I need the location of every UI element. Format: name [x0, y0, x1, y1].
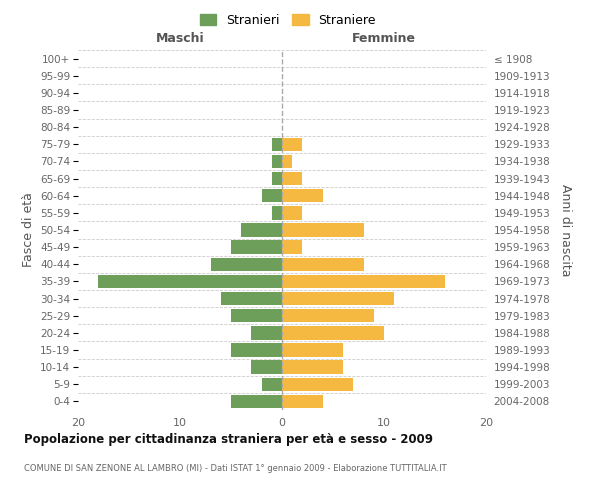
Bar	[231, 344, 282, 356]
Bar	[282, 172, 302, 186]
Bar	[282, 274, 445, 288]
Bar	[282, 189, 323, 202]
Bar	[98, 274, 282, 288]
Bar	[282, 258, 364, 271]
Bar	[272, 206, 282, 220]
Bar	[272, 138, 282, 151]
Bar	[262, 378, 282, 391]
Bar	[262, 189, 282, 202]
Legend: Stranieri, Straniere: Stranieri, Straniere	[195, 8, 381, 32]
Bar	[282, 240, 302, 254]
Bar	[282, 378, 353, 391]
Bar	[241, 224, 282, 236]
Text: Popolazione per cittadinanza straniera per età e sesso - 2009: Popolazione per cittadinanza straniera p…	[24, 432, 433, 446]
Bar	[282, 292, 394, 306]
Bar	[211, 258, 282, 271]
Bar	[282, 224, 364, 236]
Bar	[282, 309, 374, 322]
Text: COMUNE DI SAN ZENONE AL LAMBRO (MI) - Dati ISTAT 1° gennaio 2009 - Elaborazione : COMUNE DI SAN ZENONE AL LAMBRO (MI) - Da…	[24, 464, 446, 473]
Bar	[282, 138, 302, 151]
Bar	[272, 172, 282, 186]
Text: Femmine: Femmine	[352, 32, 416, 45]
Y-axis label: Anni di nascita: Anni di nascita	[559, 184, 572, 276]
Bar	[282, 206, 302, 220]
Y-axis label: Fasce di età: Fasce di età	[22, 192, 35, 268]
Bar	[221, 292, 282, 306]
Bar	[272, 154, 282, 168]
Bar	[282, 344, 343, 356]
Bar	[282, 326, 384, 340]
Bar	[251, 360, 282, 374]
Bar	[282, 154, 292, 168]
Bar	[282, 394, 323, 408]
Bar	[251, 326, 282, 340]
Bar	[231, 309, 282, 322]
Text: Maschi: Maschi	[155, 32, 205, 45]
Bar	[282, 360, 343, 374]
Bar	[231, 394, 282, 408]
Bar	[231, 240, 282, 254]
